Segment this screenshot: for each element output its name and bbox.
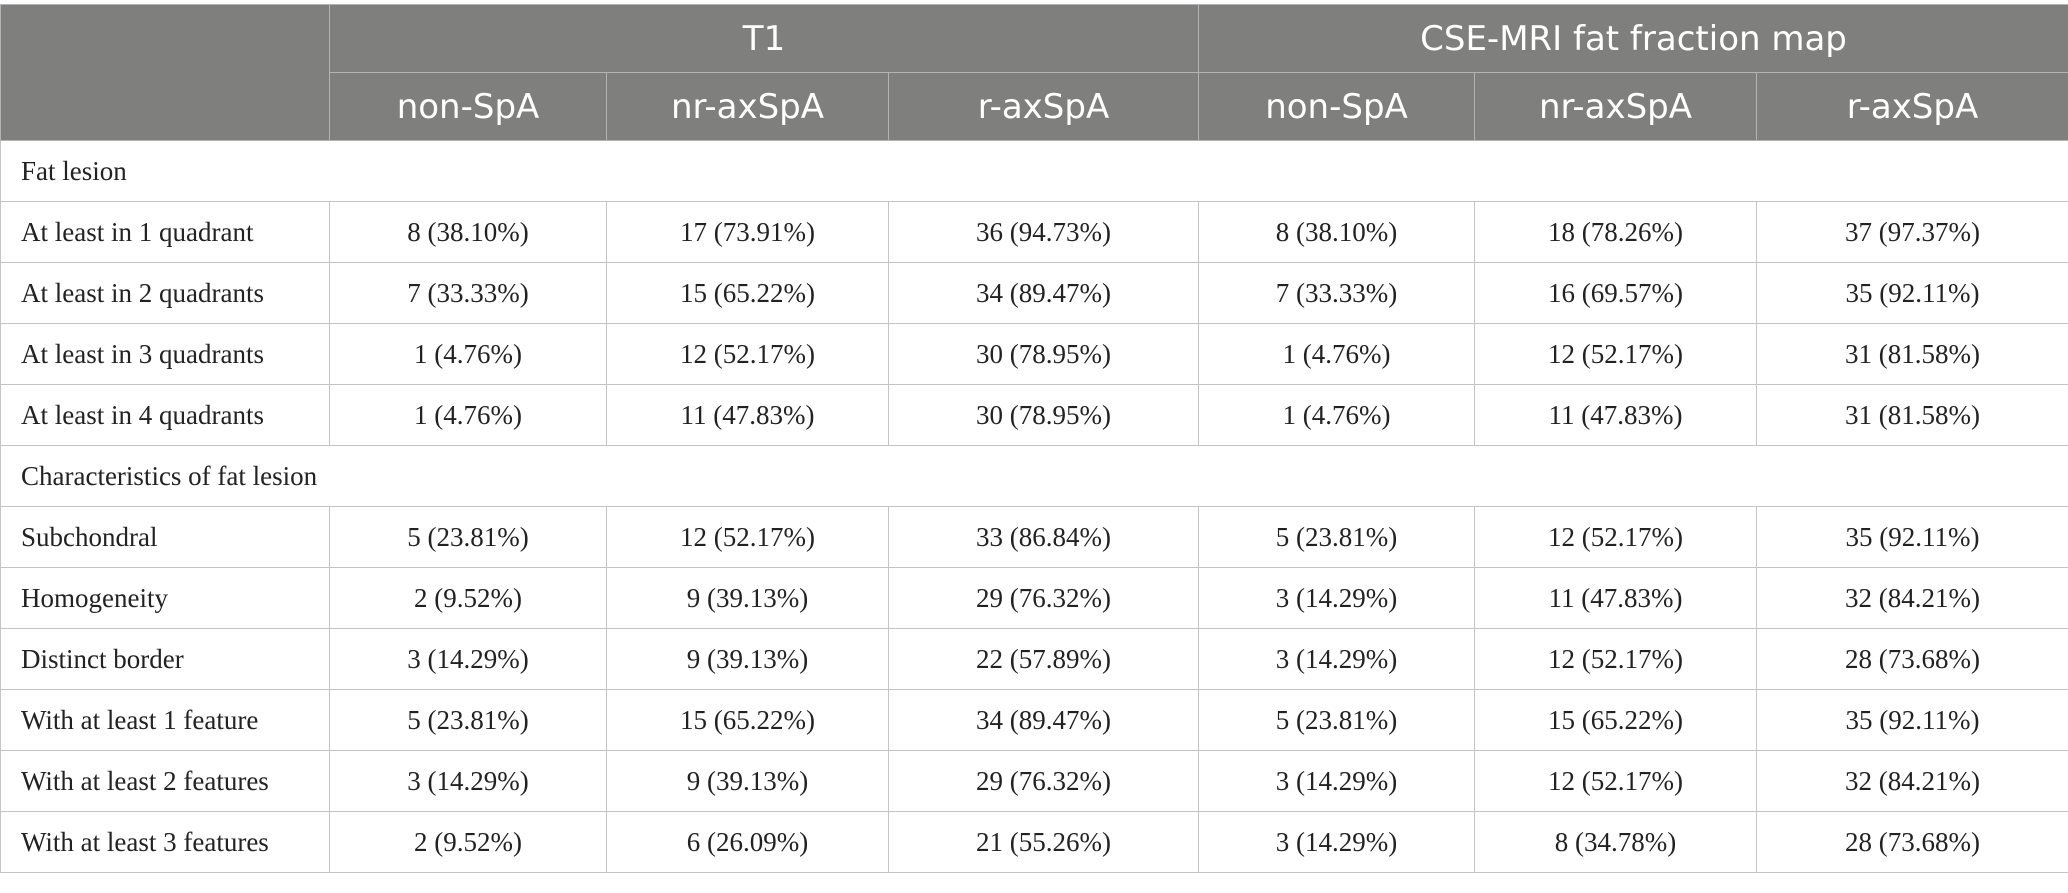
table-cell: 35 (92.11%) [1755, 262, 2068, 324]
column-header: r-axSpA [888, 72, 1199, 141]
table-cell: 7 (33.33%) [329, 262, 607, 324]
data-table-container: T1 CSE-MRI fat fraction map non-SpA nr-a… [0, 4, 2068, 873]
row-label: Homogeneity [0, 567, 330, 629]
row-label: With at least 1 feature [0, 689, 330, 751]
table-cell: 5 (23.81%) [329, 689, 607, 751]
table-cell: 2 (9.52%) [329, 567, 607, 629]
column-header: non-SpA [329, 72, 607, 141]
table-cell: 5 (23.81%) [1198, 689, 1475, 751]
table-cell: 3 (14.29%) [329, 750, 607, 812]
table-cell: 1 (4.76%) [1198, 384, 1475, 446]
group-header-row: T1 CSE-MRI fat fraction map [0, 4, 2068, 141]
row-label: Distinct border [0, 628, 330, 690]
table-cell: 33 (86.84%) [888, 506, 1199, 568]
row-label: With at least 2 features [0, 750, 330, 812]
table-cell: 29 (76.32%) [888, 750, 1199, 812]
row-label: With at least 3 features [0, 811, 330, 873]
table-cell: 3 (14.29%) [329, 628, 607, 690]
table-cell: 3 (14.29%) [1198, 750, 1475, 812]
table-cell: 8 (38.10%) [329, 201, 607, 263]
table-cell: 22 (57.89%) [888, 628, 1199, 690]
table-cell: 34 (89.47%) [888, 689, 1199, 751]
table-cell: 3 (14.29%) [1198, 811, 1475, 873]
table-cell: 36 (94.73%) [888, 201, 1199, 263]
table-cell: 12 (52.17%) [1474, 750, 1757, 812]
table-row: At least in 4 quadrants 1 (4.76%) 11 (47.8… [0, 384, 2068, 446]
table-row: Distinct border 3 (14.29%) 9 (39.13%) 22 (5… [0, 628, 2068, 690]
table-cell: 2 (9.52%) [329, 811, 607, 873]
column-header: r-axSpA [1755, 72, 2068, 141]
table-row: At least in 2 quadrants 7 (33.33%) 15 (65.… [0, 262, 2068, 324]
section-row: Fat lesion [0, 140, 2068, 202]
table-row: With at least 1 feature 5 (23.81%) 15 (65.… [0, 689, 2068, 751]
table-cell: 35 (92.11%) [1755, 689, 2068, 751]
table-cell: 17 (73.91%) [606, 201, 889, 263]
table-cell: 29 (76.32%) [888, 567, 1199, 629]
table-cell: 32 (84.21%) [1755, 750, 2068, 812]
table-cell: 21 (55.26%) [888, 811, 1199, 873]
table-cell: 6 (26.09%) [606, 811, 889, 873]
table-cell: 8 (38.10%) [1198, 201, 1475, 263]
table-row: With at least 2 features 3 (14.29%) 9 (39.… [0, 750, 2068, 812]
section-row: Characteristics of fat lesion [0, 445, 2068, 507]
table-row: Homogeneity 2 (9.52%) 9 (39.13%) 29 (76.32%… [0, 567, 2068, 629]
table-cell: 8 (34.78%) [1474, 811, 1757, 873]
table-cell: 11 (47.83%) [1474, 384, 1757, 446]
table-cell: 1 (4.76%) [329, 323, 607, 385]
row-label: At least in 4 quadrants [0, 384, 330, 446]
column-header: non-SpA [1198, 72, 1475, 141]
group-header-t1: T1 [329, 4, 1199, 73]
row-label: Subchondral [0, 506, 330, 568]
table-row: Subchondral 5 (23.81%) 12 (52.17%) 33 (86.8… [0, 506, 2068, 568]
table-cell: 15 (65.22%) [606, 689, 889, 751]
table-cell: 18 (78.26%) [1474, 201, 1757, 263]
table-cell: 28 (73.68%) [1755, 811, 2068, 873]
table-cell: 1 (4.76%) [329, 384, 607, 446]
table-cell: 30 (78.95%) [888, 323, 1199, 385]
table-row: At least in 3 quadrants 1 (4.76%) 12 (52.1… [0, 323, 2068, 385]
table-cell: 12 (52.17%) [606, 506, 889, 568]
column-header-row: non-SpA nr-axSpA r-axSpA non-SpA nr-axSp… [1, 72, 2068, 141]
table-body: Fat lesion At least in 1 quadrant 8 (38.10… [0, 140, 2068, 873]
column-header: nr-axSpA [1474, 72, 1757, 141]
section-title: Fat lesion [0, 140, 2068, 202]
table-row: At least in 1 quadrant 8 (38.10%) 17 (73.9… [0, 201, 2068, 263]
table-cell: 31 (81.58%) [1755, 323, 2068, 385]
table-cell: 31 (81.58%) [1755, 384, 2068, 446]
table-cell: 12 (52.17%) [1474, 506, 1757, 568]
column-header: nr-axSpA [606, 72, 889, 141]
section-title: Characteristics of fat lesion [0, 445, 2068, 507]
table-cell: 12 (52.17%) [1474, 628, 1757, 690]
table-cell: 9 (39.13%) [606, 750, 889, 812]
table-row: With at least 3 features 2 (9.52%) 6 (26.0… [0, 811, 2068, 873]
table-cell: 15 (65.22%) [1474, 689, 1757, 751]
table-cell: 11 (47.83%) [1474, 567, 1757, 629]
table-cell: 15 (65.22%) [606, 262, 889, 324]
table-cell: 12 (52.17%) [606, 323, 889, 385]
fat-lesion-table: T1 CSE-MRI fat fraction map non-SpA nr-a… [0, 4, 2068, 873]
table-cell: 5 (23.81%) [329, 506, 607, 568]
table-cell: 30 (78.95%) [888, 384, 1199, 446]
table-cell: 3 (14.29%) [1198, 628, 1475, 690]
table-cell: 35 (92.11%) [1755, 506, 2068, 568]
table-cell: 5 (23.81%) [1198, 506, 1475, 568]
row-label: At least in 2 quadrants [0, 262, 330, 324]
table-cell: 34 (89.47%) [888, 262, 1199, 324]
table-cell: 12 (52.17%) [1474, 323, 1757, 385]
table-cell: 16 (69.57%) [1474, 262, 1757, 324]
row-label: At least in 3 quadrants [0, 323, 330, 385]
row-label: At least in 1 quadrant [0, 201, 330, 263]
group-header-cse-mri: CSE-MRI fat fraction map [1197, 4, 2068, 73]
table-cell: 32 (84.21%) [1755, 567, 2068, 629]
table-cell: 28 (73.68%) [1755, 628, 2068, 690]
table-header: T1 CSE-MRI fat fraction map non-SpA nr-a… [0, 4, 2068, 141]
table-cell: 1 (4.76%) [1198, 323, 1475, 385]
table-cell: 9 (39.13%) [606, 628, 889, 690]
corner-header-cell [0, 4, 330, 141]
table-cell: 9 (39.13%) [606, 567, 889, 629]
table-cell: 37 (97.37%) [1755, 201, 2068, 263]
table-cell: 11 (47.83%) [606, 384, 889, 446]
table-cell: 3 (14.29%) [1198, 567, 1475, 629]
table-cell: 7 (33.33%) [1198, 262, 1475, 324]
